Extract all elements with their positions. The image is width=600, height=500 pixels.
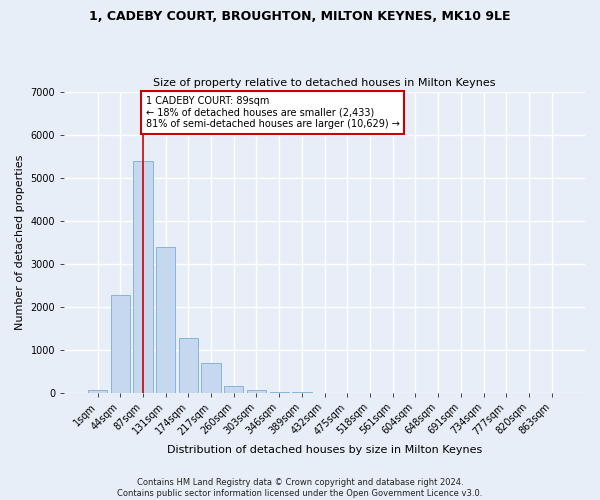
Bar (88, 390, 107, 392)
Text: Contains HM Land Registry data © Crown copyright and database right 2024.
Contai: Contains HM Land Registry data © Crown c… (118, 478, 482, 498)
Title: Size of property relative to detached houses in Milton Keynes: Size of property relative to detached ho… (154, 78, 496, 88)
Text: 1, CADEBY COURT, BROUGHTON, MILTON KEYNES, MK10 9LE: 1, CADEBY COURT, BROUGHTON, MILTON KEYNE… (89, 10, 511, 23)
X-axis label: Distribution of detached houses by size in Milton Keynes: Distribution of detached houses by size … (167, 445, 482, 455)
Text: 1 CADEBY COURT: 89sqm
← 18% of detached houses are smaller (2,433)
81% of semi-d: 1 CADEBY COURT: 89sqm ← 18% of detached … (146, 96, 400, 129)
Bar (133, 161, 152, 392)
Bar (179, 338, 198, 392)
Bar (202, 362, 221, 392)
Bar (110, 295, 130, 392)
Y-axis label: Number of detached properties: Number of detached properties (15, 154, 25, 330)
Bar (224, 386, 244, 392)
Bar (156, 248, 175, 392)
Bar (247, 390, 266, 392)
